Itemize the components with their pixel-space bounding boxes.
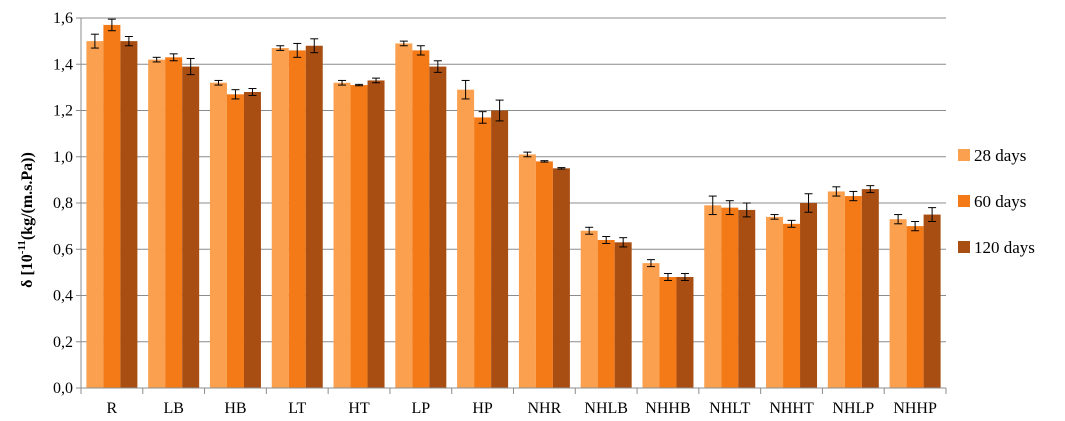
- y-tick-label: 1,0: [53, 149, 73, 166]
- bar: [305, 45, 323, 388]
- bar: [350, 85, 368, 388]
- bar: [412, 50, 430, 388]
- bar: [103, 24, 121, 388]
- bar: [148, 59, 166, 388]
- bar: [580, 230, 598, 388]
- x-tick-label: R: [107, 400, 118, 417]
- x-tick-label: NHHT: [769, 400, 814, 417]
- bar: [288, 50, 306, 388]
- bar: [800, 203, 818, 388]
- bar: [271, 48, 289, 388]
- y-axis-label: δ [10-11(kg/(m.s.Pa)): [16, 152, 36, 288]
- bar: [906, 226, 924, 388]
- bar: [614, 242, 632, 388]
- legend-label: 28 days: [974, 146, 1026, 165]
- y-tick-label: 0,8: [53, 195, 73, 212]
- bar: [395, 43, 413, 388]
- bar: [491, 110, 509, 388]
- axes: [76, 17, 947, 394]
- bar: [535, 161, 553, 388]
- x-tick-label: NHLB: [584, 400, 628, 417]
- bar: [367, 80, 385, 388]
- y-axis-label-exponent: -11: [16, 240, 28, 254]
- bar: [659, 277, 677, 388]
- bar: [474, 117, 492, 388]
- error-bars: [90, 18, 937, 281]
- x-tick-label: NHLT: [709, 400, 750, 417]
- bar: [827, 191, 845, 388]
- legend: 28 days 60 days 120 days: [958, 146, 1035, 257]
- bar: [518, 154, 536, 388]
- y-tick-label: 0,2: [53, 334, 73, 351]
- x-tick-label: NHHB: [645, 400, 690, 417]
- y-tick-label: 0,6: [53, 241, 73, 258]
- bar: [844, 196, 862, 388]
- x-tick-labels: R LB HB LT HT LP HP NHR NHLB NHHB NHLT NHHT NHLP NHHP: [107, 400, 937, 417]
- x-tick-label: NHR: [528, 400, 562, 417]
- bar: [597, 240, 615, 388]
- y-tick-labels: 0,0 0,2 0,4 0,6 0,8 1,0 1,2 1,4 1,6: [53, 10, 73, 397]
- legend-label: 60 days: [974, 192, 1026, 211]
- bar: [333, 82, 351, 388]
- bar: [457, 89, 475, 388]
- bar: [889, 219, 907, 388]
- bar: [165, 57, 183, 388]
- legend-swatch: [958, 149, 970, 161]
- y-tick-label: 0,0: [53, 380, 73, 397]
- bar: [704, 205, 722, 388]
- x-tick-label: LP: [411, 400, 430, 417]
- bar: [226, 94, 244, 388]
- x-tick-label: LT: [288, 400, 306, 417]
- x-tick-label: NHLP: [832, 400, 874, 417]
- bar: [86, 41, 104, 388]
- bars: [86, 24, 941, 388]
- y-axis-label-main: δ [10: [19, 254, 36, 288]
- bar: [209, 82, 227, 388]
- bar: [721, 207, 739, 388]
- bar: [642, 263, 660, 388]
- x-tick-label: NHHP: [893, 400, 937, 417]
- y-tick-label: 1,2: [53, 103, 73, 120]
- bar: [182, 66, 200, 388]
- legend-label: 120 days: [974, 238, 1035, 257]
- x-tick-label: HB: [224, 400, 246, 417]
- bar: [552, 168, 570, 388]
- x-tick-label: HP: [472, 400, 493, 417]
- bar: [738, 209, 756, 388]
- y-tick-label: 1,6: [53, 10, 73, 27]
- y-tick-label: 1,4: [53, 56, 73, 73]
- x-tick-label: HT: [348, 400, 370, 417]
- bar: [429, 66, 447, 388]
- bar: [676, 277, 694, 388]
- bar: [120, 41, 138, 388]
- y-axis-label-unit: (kg/(m.s.Pa)): [19, 152, 36, 240]
- bar: [923, 214, 941, 388]
- bar: [766, 216, 784, 388]
- y-tick-label: 0,4: [53, 288, 73, 305]
- x-tick-label: LB: [163, 400, 183, 417]
- legend-swatch: [958, 195, 970, 207]
- bar: [783, 223, 801, 388]
- legend-swatch: [958, 241, 970, 253]
- bar: [861, 189, 879, 388]
- bar: [243, 92, 261, 388]
